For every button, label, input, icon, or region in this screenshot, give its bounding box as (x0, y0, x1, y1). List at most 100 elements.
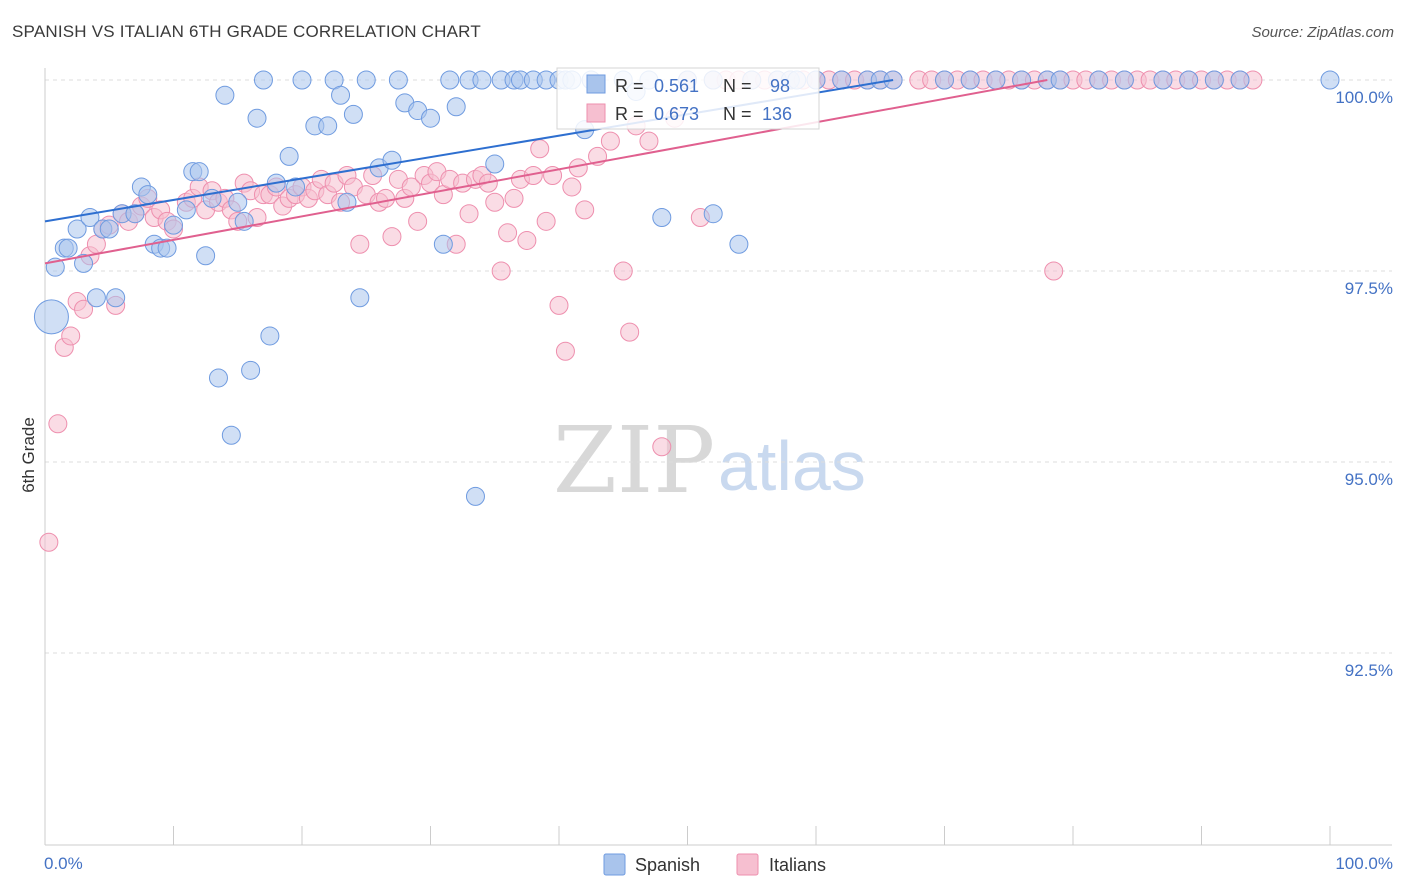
spanish-point (228, 192, 248, 212)
italian-point (350, 234, 370, 254)
spanish-point (260, 326, 280, 346)
spanish-point (729, 234, 749, 254)
x-tick-label: 0.0% (44, 854, 83, 873)
italian-point (600, 131, 620, 151)
italian-point (639, 131, 659, 151)
spanish-point (433, 234, 453, 254)
watermark-atlas: atlas (718, 427, 866, 505)
spanish-point (472, 70, 492, 90)
italian-point (459, 204, 479, 224)
italian-point (613, 261, 633, 281)
spanish-point (356, 70, 376, 90)
italian-point (408, 211, 428, 231)
stats-legend: R = 0.561 N = 98 R = 0.673 N = 136 (556, 67, 820, 130)
italian-n-label: N = (723, 104, 752, 124)
spanish-point (106, 288, 126, 308)
spanish-point (485, 154, 505, 174)
spanish-point (1114, 70, 1134, 90)
italian-point (491, 261, 511, 281)
italian-point (517, 230, 537, 250)
y-tick-label: 97.5% (1345, 279, 1393, 298)
spanish-r-label: R = (615, 76, 644, 96)
italian-point (575, 200, 595, 220)
spanish-point (1320, 70, 1340, 90)
italian-r-label: R = (615, 104, 644, 124)
spanish-n-label: N = (723, 76, 752, 96)
italian-point (652, 437, 672, 457)
spanish-point (33, 299, 69, 335)
spanish-point (86, 288, 106, 308)
italian-point (382, 227, 402, 247)
spanish-point (292, 70, 312, 90)
spanish-point (138, 185, 158, 205)
italian-point (620, 322, 640, 342)
spanish-point (703, 204, 723, 224)
italian-n-value: 136 (762, 104, 792, 124)
italian-trend-line (44, 79, 1048, 265)
italian-point (485, 192, 505, 212)
italian-point (504, 188, 524, 208)
series-legend: Spanish Italians (603, 853, 826, 876)
italian-point (1044, 261, 1064, 281)
tick-labels: 100.0% 97.5% 95.0% 92.5% 0.0% 100.0% (44, 88, 1393, 873)
spanish-point (382, 150, 402, 170)
source-credit: Source: ZipAtlas.com (1251, 24, 1394, 41)
spanish-point (986, 70, 1006, 90)
italian-r-value: 0.673 (654, 104, 699, 124)
spanish-point (196, 246, 216, 266)
spanish-point (343, 104, 363, 124)
italian-point (562, 177, 582, 197)
legend-spanish-swatch (603, 853, 626, 876)
x-tick-label: 100.0% (1335, 854, 1393, 873)
y-tick-label: 95.0% (1345, 470, 1393, 489)
spanish-point (318, 116, 338, 136)
spanish-swatch (586, 74, 606, 94)
spanish-n-value: 98 (770, 76, 790, 96)
spanish-point (176, 200, 196, 220)
y-tick-label: 92.5% (1345, 661, 1393, 680)
axes (44, 68, 1392, 846)
spanish-point (286, 177, 306, 197)
spanish-point (189, 162, 209, 182)
spanish-point (241, 360, 261, 380)
spanish-point (1089, 70, 1109, 90)
italian-point (498, 223, 518, 243)
spanish-point (652, 208, 672, 228)
spanish-point (279, 146, 299, 166)
italian-swatch (586, 103, 606, 123)
spanish-point (208, 368, 228, 388)
spanish-r-value: 0.561 (654, 76, 699, 96)
spanish-point (832, 70, 852, 90)
spanish-point (215, 85, 235, 105)
spanish-point (221, 425, 241, 445)
italian-point (61, 326, 81, 346)
spanish-point (1050, 70, 1070, 90)
italian-point (39, 532, 59, 552)
italian-point (555, 341, 575, 361)
italian-point (74, 299, 94, 319)
spanish-point (99, 219, 119, 239)
spanish-point (1153, 70, 1173, 90)
spanish-point (67, 219, 87, 239)
spanish-point (58, 238, 78, 258)
spanish-point (1179, 70, 1199, 90)
spanish-point (440, 70, 460, 90)
italian-point (48, 414, 68, 434)
watermark: ZIP atlas (553, 407, 866, 514)
spanish-point (74, 253, 94, 273)
spanish-point (253, 70, 273, 90)
spanish-point (960, 70, 980, 90)
spanish-point (125, 204, 145, 224)
spanish-point (1230, 70, 1250, 90)
spanish-point (164, 215, 183, 235)
spanish-point (421, 108, 440, 128)
italian-point (376, 188, 396, 208)
legend-italians-label: Italians (769, 855, 826, 875)
spanish-point (331, 85, 351, 105)
spanish-point (446, 97, 466, 117)
chart-title: SPANISH VS ITALIAN 6TH GRADE CORRELATION… (12, 22, 481, 41)
italian-point (549, 295, 569, 315)
spanish-point (157, 238, 177, 258)
legend-italians-swatch (736, 853, 759, 876)
